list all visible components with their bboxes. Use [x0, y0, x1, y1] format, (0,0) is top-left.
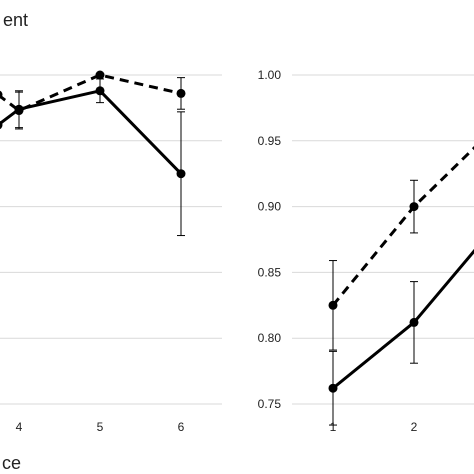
data-point: [95, 86, 105, 96]
x-tick-label: 6: [178, 420, 185, 434]
series-line-solid: [332, 248, 474, 390]
x-tick-label: 1: [330, 420, 337, 434]
data-point: [176, 169, 186, 179]
data-point: [0, 120, 3, 130]
x-tick-label: 5: [97, 420, 104, 434]
y-tick-label: 0.85: [258, 265, 282, 279]
series-line-dashed: [0, 73, 182, 113]
x-axis-label-fragment: ce: [2, 453, 21, 473]
data-point: [14, 104, 24, 114]
data-point: [328, 300, 338, 310]
chart-title-fragment: ent: [3, 10, 28, 30]
data-point: [176, 88, 186, 98]
data-point: [0, 90, 3, 99]
series-line-solid: [0, 89, 183, 175]
data-point: [409, 202, 419, 212]
left-panel: 4 5 6: [0, 70, 222, 434]
data-point: [328, 383, 338, 393]
x-tick-label: 4: [16, 420, 23, 434]
y-tick-label: 0.80: [258, 331, 282, 345]
y-tick-label: 0.75: [258, 397, 282, 411]
data-point: [95, 70, 105, 80]
y-tick-label: 0.95: [258, 134, 282, 148]
y-tick-label: 0.90: [258, 200, 282, 214]
y-tick-label: 1.00: [258, 68, 282, 82]
data-point: [409, 317, 419, 327]
right-panel: 0.75 0.80 0.85 0.90 0.95 1.00 1 2: [258, 68, 474, 434]
x-tick-label: 2: [411, 420, 418, 434]
